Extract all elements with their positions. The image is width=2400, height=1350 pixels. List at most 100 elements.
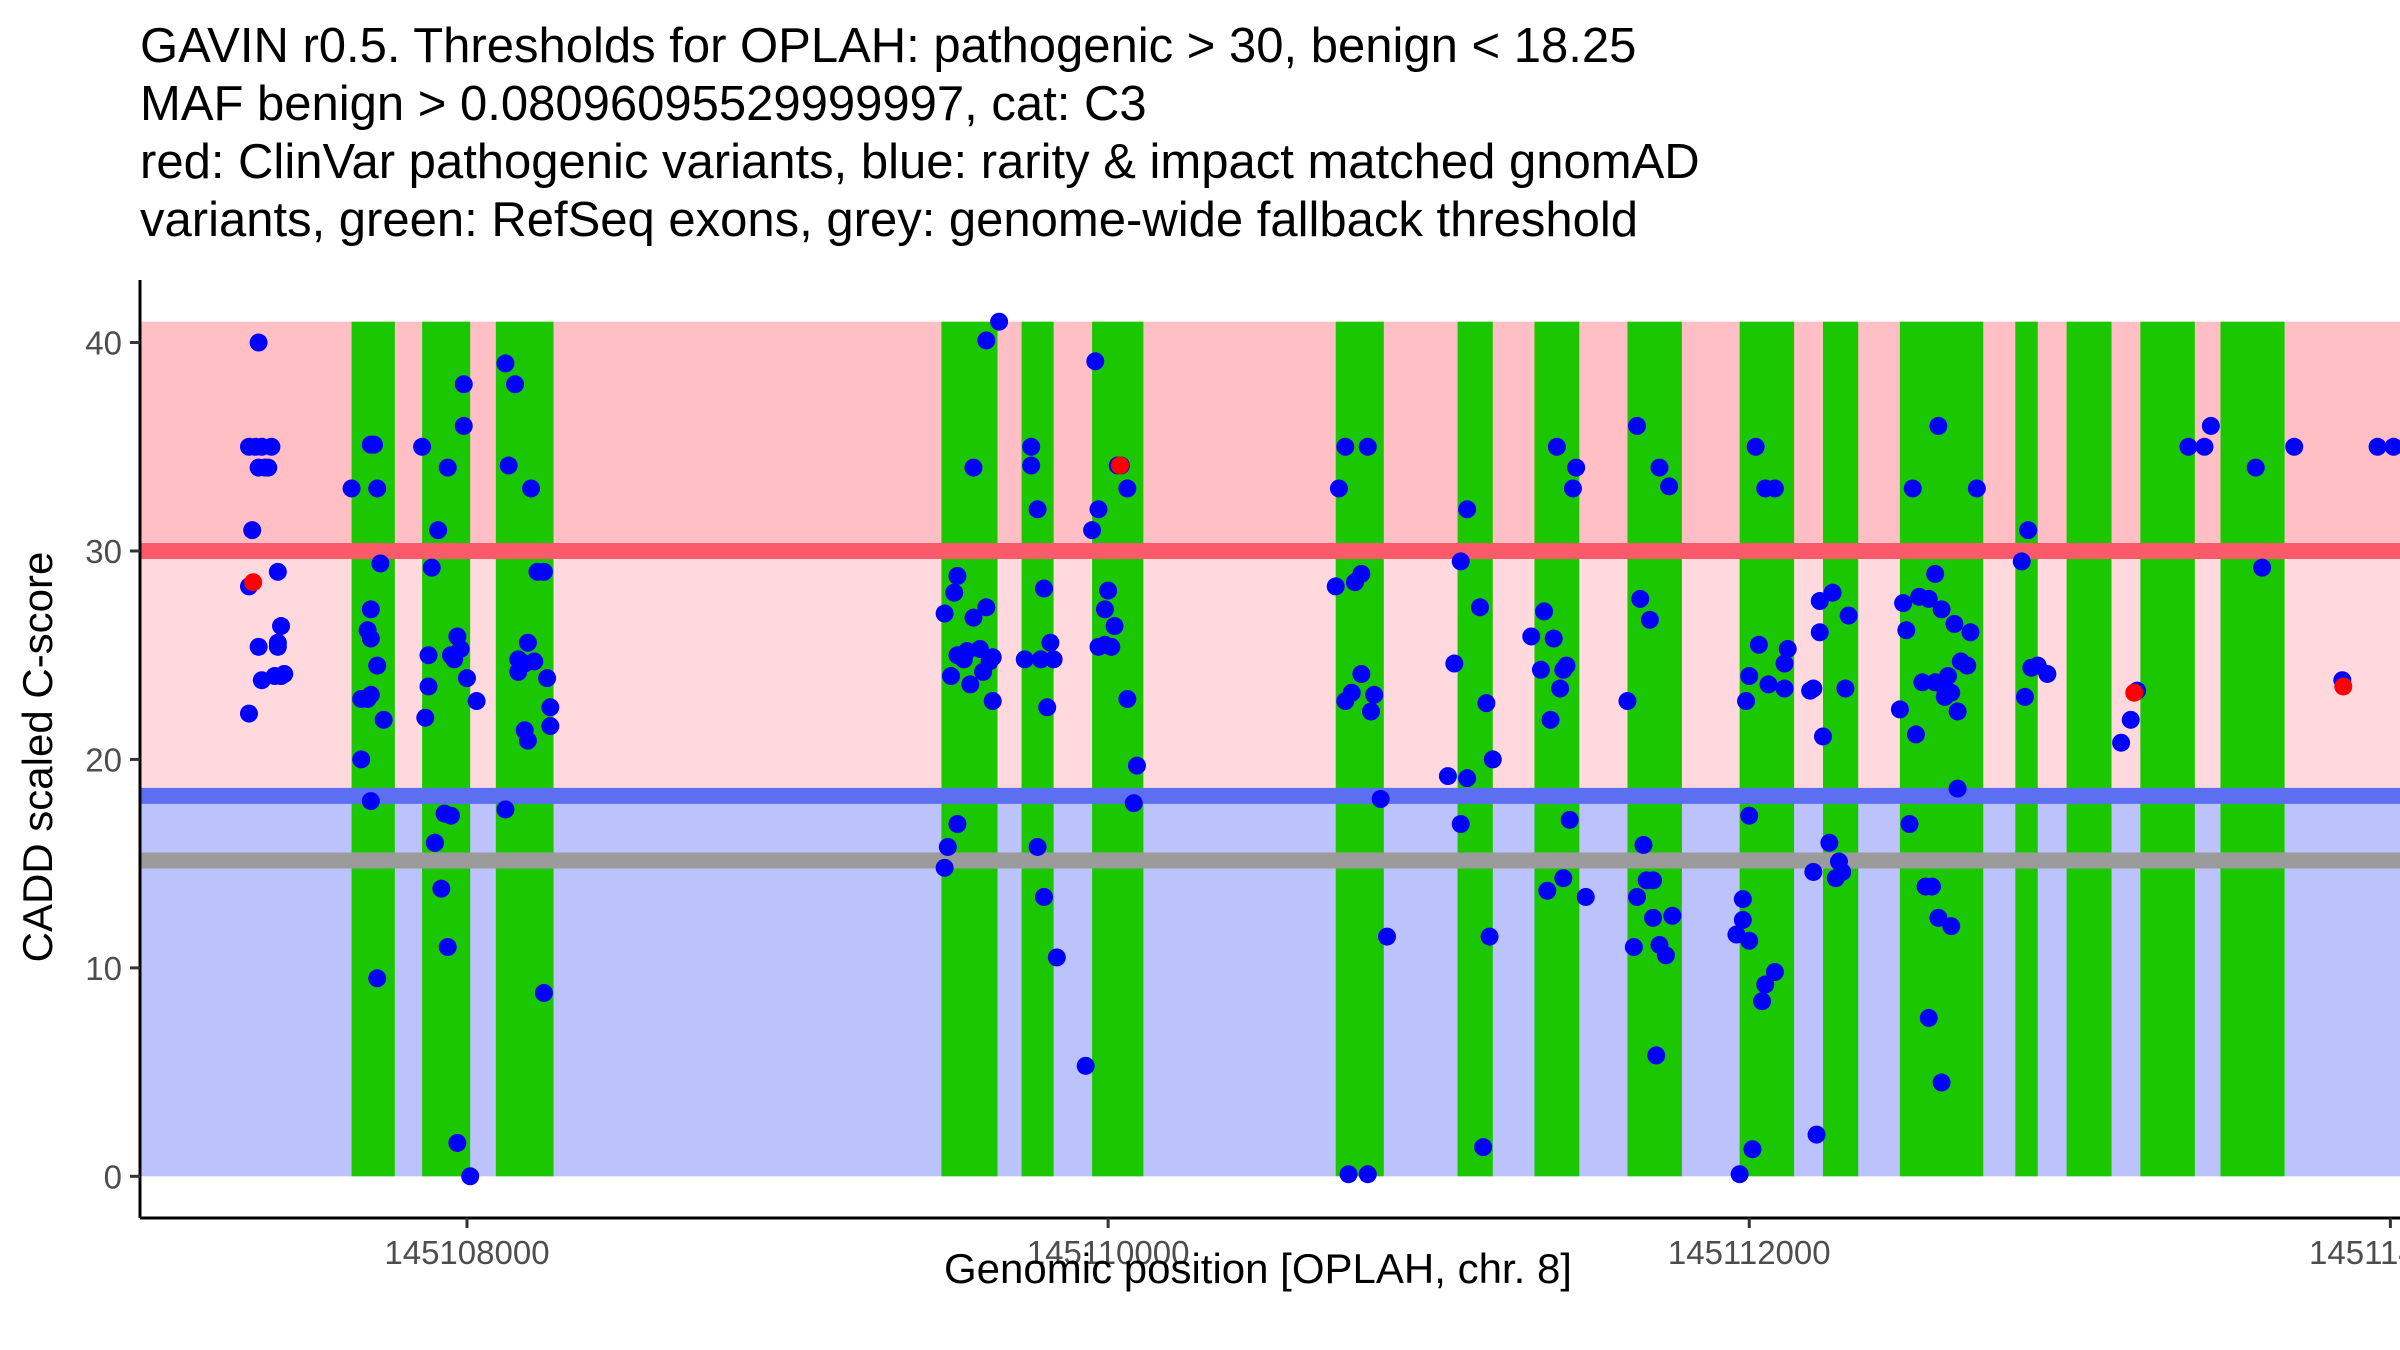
gnomad-point [1813, 727, 1832, 746]
gnomad-point [2038, 664, 2057, 683]
gnomad-point [1765, 963, 1784, 982]
gnomad-point [1551, 679, 1570, 698]
chart-title-line-1: GAVIN r0.5. Thresholds for OPLAH: pathog… [140, 19, 1637, 73]
gnomad-point [438, 458, 457, 477]
gnomad-point [938, 837, 957, 856]
gnomad-point [1031, 650, 1050, 669]
gnomad-point [977, 331, 996, 350]
gnomad-point [422, 558, 441, 577]
gnomad-point [1647, 1046, 1666, 1065]
gnomad-point [1047, 948, 1066, 967]
gnomad-point [1044, 650, 1063, 669]
gnomad-point [275, 664, 294, 683]
gnomad-point [935, 858, 954, 877]
gnomad-point [1919, 589, 1938, 608]
gnomad-point [361, 600, 380, 619]
gnomad-point [435, 804, 454, 823]
y-tick-label: 0 [104, 1158, 122, 1195]
gnomad-point [429, 521, 448, 540]
gnomad-point [2195, 437, 2214, 456]
gnomad-point [1076, 1056, 1095, 1075]
y-tick-label: 30 [85, 533, 122, 570]
gnomad-point [1089, 500, 1108, 519]
gnomad-point [1352, 564, 1371, 583]
gnomad-point [990, 312, 1009, 331]
gnomad-point [964, 608, 983, 627]
gnomad-point [1778, 639, 1797, 658]
gnomad-point [1118, 689, 1137, 708]
y-tick-label: 40 [85, 325, 122, 362]
gnomad-point [1089, 637, 1108, 656]
gnomad-point [2285, 437, 2304, 456]
gnomad-point [1894, 594, 1913, 613]
gnomad-point [1628, 887, 1647, 906]
gnomad-point [1913, 673, 1932, 692]
gnomad-point [448, 627, 467, 646]
gnomad-point [2019, 521, 2038, 540]
gnomad-point [1445, 654, 1464, 673]
gnomad-point [1753, 992, 1772, 1011]
gnomad-point [518, 633, 537, 652]
gnomad-point [522, 479, 541, 498]
gnomad-point [1765, 479, 1784, 498]
gnomad-point [2112, 733, 2131, 752]
gnomad-point [1810, 592, 1829, 611]
gnomad-point [1660, 477, 1679, 496]
gnomad-point [1730, 1165, 1749, 1184]
gnomad-point [1637, 871, 1656, 890]
gnomad-point [1438, 767, 1457, 786]
gnomad-point [1644, 908, 1663, 927]
data-points [239, 312, 2400, 1186]
gnomad-point [1474, 1138, 1493, 1157]
gnomad-point [1897, 621, 1916, 640]
gnomad-point [448, 1133, 467, 1152]
gnomad-point [1663, 906, 1682, 925]
gnomad-point [1563, 479, 1582, 498]
gnomad-point [2012, 552, 2031, 571]
gnomad-point [1903, 479, 1922, 498]
gnomad-point [361, 792, 380, 811]
clinvar-point [244, 573, 263, 592]
gnomad-point [496, 800, 515, 819]
gnomad-point [1015, 650, 1034, 669]
exon-bar-4 [941, 321, 998, 1177]
gnomad-point [1948, 702, 1967, 721]
gnomad-point [954, 650, 973, 669]
gnomad-point [1932, 1073, 1951, 1092]
gnomad-point [268, 562, 287, 581]
pathogenic-region [140, 321, 2400, 551]
gnomad-point [1650, 458, 1669, 477]
gnomad-point [1926, 564, 1945, 583]
gnomad-point [1329, 479, 1348, 498]
gnomad-point [1554, 869, 1573, 888]
gnomad-point [1945, 614, 1964, 633]
gnomad-point [416, 708, 435, 727]
gnomad-point [948, 815, 967, 834]
gnomad-point [1567, 458, 1586, 477]
gnomad-point [1929, 416, 1948, 435]
gnomad-point [2246, 458, 2265, 477]
gnomad-point [1041, 633, 1060, 652]
gnomad-point [1336, 437, 1355, 456]
exon-bar-6 [1092, 321, 1144, 1177]
gnomad-point [419, 646, 438, 665]
gnomad-point [413, 437, 432, 456]
gnomad-point [1358, 1165, 1377, 1184]
gnomad-point [515, 721, 534, 740]
gnomad-point [1900, 815, 1919, 834]
gnomad-point [1926, 673, 1945, 692]
clinvar-point [2125, 683, 2144, 702]
gnomad-point [1342, 683, 1361, 702]
gnomad-point [1836, 679, 1855, 698]
gnomad-point [541, 698, 560, 717]
gnomad-point [1083, 521, 1102, 540]
gnomad-point [1733, 910, 1752, 929]
gnomad-point [1922, 877, 1941, 896]
gnomad-point [961, 675, 980, 694]
gnomad-point [441, 646, 460, 665]
gnomad-point [374, 710, 393, 729]
gnomad-point [1733, 890, 1752, 909]
exon-bar-15 [2066, 321, 2112, 1177]
gnomad-point [1458, 500, 1477, 519]
gnomad-point [1038, 698, 1057, 717]
